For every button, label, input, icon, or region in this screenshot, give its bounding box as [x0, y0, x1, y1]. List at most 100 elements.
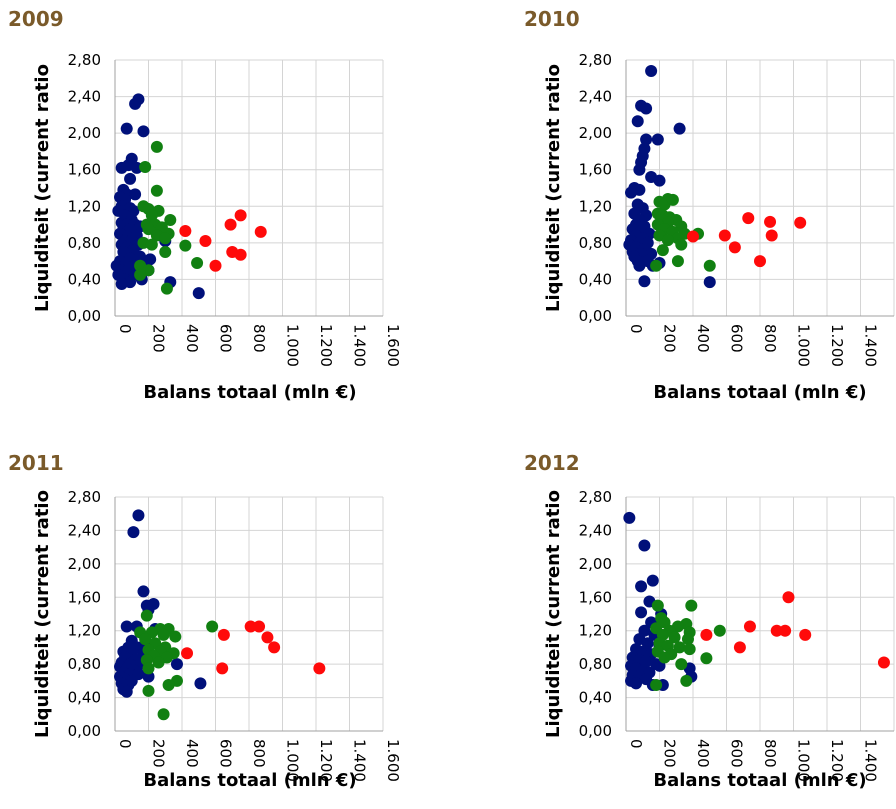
data-point-red — [199, 235, 212, 248]
y-tick-label: 0,80 — [579, 655, 612, 673]
data-point-navy — [640, 102, 653, 115]
x-tick-label: 1.600 — [384, 739, 402, 782]
y-tick-label: 2,00 — [68, 555, 101, 573]
data-point-navy — [630, 677, 643, 690]
data-point-navy — [124, 172, 137, 185]
data-point-red — [877, 656, 890, 669]
data-point-green — [145, 238, 158, 251]
data-point-navy — [137, 125, 150, 138]
chart-title: 2012 — [524, 451, 580, 475]
data-point-green — [142, 223, 155, 236]
x-tick-label: 1.200 — [317, 324, 335, 367]
data-point-red — [253, 620, 266, 633]
x-tick-label: 1.400 — [351, 324, 369, 367]
x-tick-label: 400 — [183, 739, 201, 768]
data-point-green — [179, 239, 192, 252]
data-point-green — [140, 609, 153, 622]
data-point-red — [765, 229, 778, 242]
data-point-green — [191, 256, 204, 269]
x-tick-label: 1.600 — [384, 324, 402, 367]
data-point-green — [683, 643, 696, 656]
data-point-green — [681, 633, 694, 646]
y-tick-label: 0,40 — [68, 270, 101, 288]
y-tick-label: 1,20 — [68, 197, 101, 215]
x-tick-label: 800 — [761, 324, 779, 353]
x-tick-label: 0 — [116, 324, 134, 334]
data-point-navy — [120, 685, 133, 698]
data-point-red — [754, 255, 766, 268]
data-point-navy — [651, 133, 664, 146]
y-tick-label: 2,40 — [579, 521, 612, 539]
data-point-navy — [645, 64, 658, 77]
y-tick-label: 2,40 — [68, 521, 101, 539]
data-point-green — [656, 244, 669, 257]
y-tick-label: 1,60 — [579, 161, 612, 179]
data-point-navy — [129, 97, 142, 110]
x-axis-title: Balans totaal (mln €) — [143, 770, 356, 791]
y-tick-label: 0,40 — [68, 689, 101, 707]
x-tick-label: 1.400 — [862, 324, 880, 367]
chart-panel-2012: 2012 0,00 0,40 0,80 1,20 1,60 2,00 2,40 2,80 0 200… — [524, 451, 896, 791]
data-point-red — [209, 259, 222, 272]
data-point-green — [703, 259, 716, 272]
x-tick-label: 1.000 — [795, 324, 813, 367]
data-point-red — [782, 591, 795, 604]
data-point-green — [650, 259, 663, 272]
data-point-green — [685, 599, 698, 612]
data-point-navy — [625, 186, 638, 199]
x-tick-label: 600 — [728, 739, 746, 768]
x-tick-label: 800 — [250, 739, 268, 768]
y-tick-label: 1,60 — [68, 161, 101, 179]
y-tick-label: 2,00 — [579, 555, 612, 573]
data-point-red — [244, 620, 257, 633]
data-point-green — [160, 282, 173, 295]
data-point-red — [733, 641, 746, 654]
data-point-red — [743, 620, 756, 633]
data-point-red — [224, 218, 237, 231]
data-point-navy — [673, 122, 686, 135]
y-axis-title: Liquiditeit (current ratio — [543, 490, 564, 738]
data-point-green — [658, 651, 671, 664]
data-point-red — [764, 215, 777, 228]
data-point-green — [150, 184, 163, 197]
y-tick-label: 2,40 — [68, 88, 101, 106]
data-point-green — [700, 652, 713, 665]
data-point-navy — [170, 658, 183, 671]
x-axis-title: Balans totaal (mln €) — [653, 382, 866, 403]
data-point-red — [254, 225, 267, 238]
x-axis-title: Balans totaal (mln €) — [143, 382, 356, 403]
data-point-green — [650, 679, 663, 692]
data-point-red — [217, 628, 230, 641]
y-tick-label: 0,80 — [68, 655, 101, 673]
y-tick-label: 2,00 — [68, 124, 101, 142]
y-tick-label: 2,40 — [579, 88, 612, 106]
y-tick-label: 0,40 — [579, 270, 612, 288]
data-point-green — [157, 708, 170, 721]
data-point-navy — [120, 620, 133, 633]
data-point-navy — [192, 287, 205, 300]
data-point-red — [794, 216, 807, 229]
data-point-red — [742, 212, 755, 225]
data-point-green — [157, 628, 170, 641]
data-point-navy — [129, 188, 142, 201]
data-point-green — [673, 641, 686, 654]
y-tick-label: 1,20 — [579, 622, 612, 640]
data-point-navy — [631, 115, 644, 128]
x-tick-label: 600 — [728, 324, 746, 353]
data-point-green — [713, 624, 726, 637]
data-point-green — [661, 234, 674, 247]
chart-title: 2010 — [524, 7, 580, 31]
data-point-red — [779, 624, 792, 637]
data-point-red — [261, 631, 274, 644]
x-tick-label: 1.200 — [828, 324, 846, 367]
data-point-navy — [132, 509, 145, 522]
data-point-green — [164, 214, 177, 226]
data-point-navy — [137, 585, 150, 598]
y-axis-title: Liquiditeit (current ratio — [32, 64, 53, 312]
x-tick-label: 200 — [150, 324, 168, 353]
data-point-navy — [640, 133, 653, 146]
data-point-navy — [646, 574, 659, 587]
data-point-red — [181, 647, 194, 660]
data-point-green — [134, 268, 147, 281]
